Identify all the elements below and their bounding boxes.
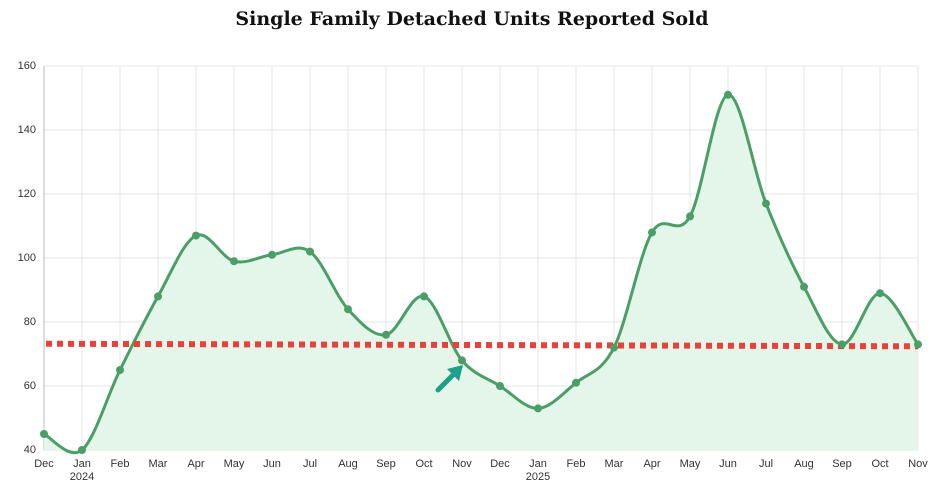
annotation-arrow bbox=[435, 365, 463, 393]
point bbox=[648, 228, 656, 237]
x-year-label: 2024 bbox=[70, 471, 94, 483]
point bbox=[800, 282, 808, 291]
x-year-label: 2025 bbox=[526, 471, 550, 483]
x-tick-label: Aug bbox=[338, 458, 358, 470]
area bbox=[44, 94, 918, 453]
x-tick-label: Mar bbox=[605, 458, 624, 470]
point bbox=[420, 292, 428, 301]
x-tick-label: May bbox=[224, 458, 245, 470]
x-tick-label: May bbox=[680, 458, 701, 470]
point bbox=[268, 250, 276, 259]
point bbox=[192, 231, 200, 240]
x-tick-label: Mar bbox=[149, 458, 168, 470]
chart-title: Single Family Detached Units Reported So… bbox=[235, 8, 708, 30]
y-tick-label: 120 bbox=[18, 188, 36, 200]
point bbox=[914, 340, 922, 349]
point bbox=[838, 340, 846, 349]
x-tick-label: Jul bbox=[303, 458, 317, 470]
y-tick-label: 160 bbox=[18, 60, 36, 72]
y-tick-label: 100 bbox=[18, 252, 36, 264]
x-tick-label: Apr bbox=[643, 458, 660, 470]
x-tick-label: Feb bbox=[111, 458, 130, 470]
reference-line bbox=[45, 340, 919, 350]
x-tick-label: Apr bbox=[187, 458, 204, 470]
x-tick-label: Jul bbox=[759, 458, 773, 470]
arrow-shaft bbox=[435, 370, 458, 393]
x-tick-label: Jun bbox=[719, 458, 737, 470]
point bbox=[610, 343, 618, 352]
point bbox=[534, 404, 542, 413]
point bbox=[78, 446, 86, 454]
point bbox=[876, 289, 884, 298]
point bbox=[496, 382, 504, 390]
x-tick-label: Oct bbox=[871, 458, 888, 470]
point bbox=[230, 257, 238, 266]
y-tick-label: 140 bbox=[18, 124, 36, 136]
point bbox=[154, 292, 162, 301]
y-tick-label: 80 bbox=[24, 316, 36, 328]
point bbox=[306, 247, 314, 256]
point bbox=[762, 199, 770, 208]
point bbox=[458, 356, 466, 365]
x-tick-label: Sep bbox=[832, 458, 852, 470]
x-tick-label: Feb bbox=[567, 458, 586, 470]
x-tick-label: Jan bbox=[73, 458, 91, 470]
x-tick-label: Oct bbox=[415, 458, 432, 470]
point bbox=[40, 430, 48, 438]
y-tick-label: 60 bbox=[24, 380, 36, 392]
point bbox=[344, 305, 352, 314]
point bbox=[116, 366, 124, 374]
x-tick-label: Nov bbox=[452, 458, 472, 470]
x-tick-label: Jan bbox=[529, 458, 547, 470]
x-tick-label: Jun bbox=[263, 458, 281, 470]
x-tick-label: Dec bbox=[34, 458, 54, 470]
x-tick-label: Nov bbox=[908, 458, 928, 470]
arrow-head bbox=[447, 365, 463, 381]
x-tick-label: Sep bbox=[376, 458, 396, 470]
y-tick-label: 40 bbox=[24, 444, 36, 456]
x-tick-label: Dec bbox=[490, 458, 510, 470]
x-tick-label: Aug bbox=[794, 458, 814, 470]
point bbox=[686, 212, 694, 221]
point bbox=[724, 90, 732, 99]
point bbox=[572, 378, 580, 387]
point bbox=[382, 330, 390, 339]
